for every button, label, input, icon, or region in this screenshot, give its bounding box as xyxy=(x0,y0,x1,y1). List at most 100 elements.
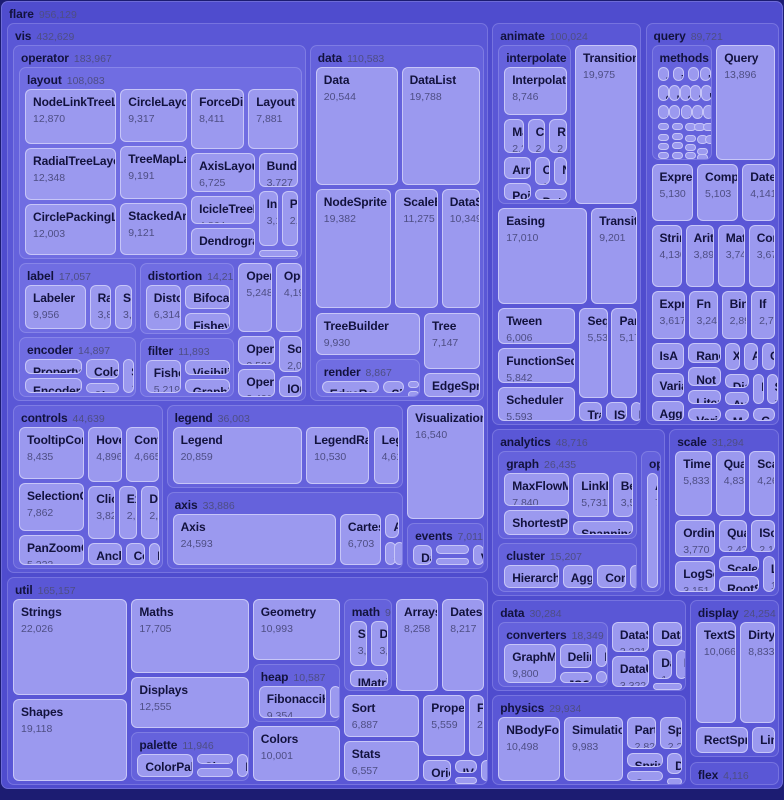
treemap-cell-colorpalette[interactable]: ColorPalette6,367 xyxy=(137,754,193,777)
treemap-cell-controllist[interactable]: ControlList 4,665 xyxy=(126,426,159,482)
treemap-group-converters[interactable]: converters 18,349 GraphMLConverter 9,800 Del… xyxy=(498,621,608,687)
treemap-cell-axis[interactable]: Axis 24,593 xyxy=(172,513,336,566)
treemap-group-legend[interactable]: legend 36,003 Legend 20,859 LegendRange 10,53… xyxy=(166,404,404,488)
treemap-cell-nodesprite[interactable]: NodeSprite 19,382 xyxy=(315,188,392,309)
treemap-cell-spring[interactable]: Spring 2,213 xyxy=(659,716,682,750)
treemap-cell-rootscale[interactable]: RootScale1,756 xyxy=(719,576,759,592)
treemap-cell-fibonacciheap[interactable]: FibonacciHeap 9,354 xyxy=(258,685,327,719)
treemap-cell-sum[interactable]: Sum791 xyxy=(766,374,778,405)
treemap-cell-shapeencoder[interactable]: ShapeEncoder1,690 xyxy=(123,358,135,393)
treemap-cell-orientation[interactable]: Orientation1,486 xyxy=(423,759,451,781)
treemap-cell-circlelayout[interactable]: CircleLayout 9,317 xyxy=(120,89,188,143)
treemap-cell-shaperenderer[interactable]: ShapeRenderer2,247 xyxy=(383,381,405,393)
treemap-group-physics[interactable]: physics 29,934 NBodyForce 10,498 Simulation 9… xyxy=(492,694,686,785)
treemap-cell-variable[interactable]: Variable1,124 xyxy=(688,408,721,421)
treemap-cell-average[interactable]: average287 xyxy=(684,143,696,151)
treemap-group-optimization[interactable]: optimization7,074AspectRatioBanker7,074 xyxy=(640,450,662,592)
treemap-cell-axes[interactable]: Axes1,302 xyxy=(385,513,400,538)
treemap-cell-encoder[interactable]: Encoder4,060 xyxy=(25,377,82,393)
treemap-group-util[interactable]: util 165,157 Strings 22,026 Shapes 19,118 Math… xyxy=(7,577,489,785)
treemap-group-layout[interactable]: layout 108,083 NodeLinkTreeLayout 12,870 Rad… xyxy=(19,67,302,260)
treemap-cell-sizepalette[interactable]: SizePalette2,291 xyxy=(196,754,234,765)
treemap-cell-numberinterpolator[interactable]: NumberInterpolator 1,382 xyxy=(554,156,567,186)
treemap-cell-range[interactable]: Range1,594 xyxy=(688,343,721,363)
treemap-cell-operatorswitch[interactable]: OperatorSwitch 2,581 xyxy=(238,336,276,365)
treemap-cell-geometry[interactable]: Geometry 10,993 xyxy=(252,599,340,660)
treemap-cell-query[interactable]: Query 13,896 xyxy=(716,45,775,161)
treemap-cell-easing[interactable]: Easing 17,010 xyxy=(498,208,588,304)
treemap-cell-tween[interactable]: Tween 6,006 xyxy=(498,307,576,345)
treemap-cell-count[interactable]: Count781 xyxy=(753,408,775,421)
treemap-cell-ischedulable[interactable]: ISchedulable1,041 xyxy=(605,401,627,421)
treemap-cell-datasource[interactable]: DataSource 3,331 xyxy=(611,621,650,653)
treemap-cell-delimitedtextconverter[interactable]: DelimitedTextConverter 4,294 xyxy=(559,643,593,669)
treemap-cell-comparison[interactable]: Comparison 5,103 xyxy=(697,164,739,222)
treemap-cell-stackedarealabeler[interactable]: StackedAreaLabeler 3,202 xyxy=(115,285,132,329)
treemap-cell-functionsequence[interactable]: FunctionSequence 5,842 xyxy=(498,348,576,384)
treemap-cell-shapepalette[interactable]: ShapePalette2,059 xyxy=(196,768,234,778)
treemap-cell-graphmlconverter[interactable]: GraphMLConverter 9,800 xyxy=(504,643,556,683)
treemap-cell-edgesprite[interactable]: EdgeSprite3,301 xyxy=(423,372,481,397)
treemap-cell-neq[interactable]: neq599 xyxy=(690,85,702,101)
treemap-cell-bifocaldistortion[interactable]: BifocalDistortion4,461 xyxy=(185,285,231,309)
treemap-cell-clickcontrol[interactable]: ClickControl 3,824 xyxy=(88,485,115,540)
treemap-cell-xor[interactable]: Xor 1,101 xyxy=(724,343,740,371)
treemap-cell-legend[interactable]: Legend 20,859 xyxy=(172,426,303,484)
treemap-group-scale[interactable]: scale 31,294TimeScale 5,833 QuantitativeSca… xyxy=(669,428,779,596)
treemap-cell-radiallabeler[interactable]: RadialLabeler 3,899 xyxy=(89,285,111,329)
treemap-group-operator[interactable]: operator 183,967 layout 108,083 NodeLinkTree… xyxy=(13,45,306,401)
treemap-cell-spanningtree[interactable]: SpanningTree3,416 xyxy=(573,520,633,535)
treemap-cell-pointinterpolator[interactable]: PointInterpolator1,675 xyxy=(504,182,531,201)
treemap-group-interpolate[interactable]: interpolate23,081 Interpolator 8,746 Matrix… xyxy=(498,45,571,205)
treemap-cell-and[interactable]: And 1,027 xyxy=(744,343,758,371)
treemap-cell-not[interactable]: Not1,554 xyxy=(688,367,721,386)
treemap-cell-timescale[interactable]: TimeScale 5,833 xyxy=(675,450,712,516)
treemap-cell-arrowtype[interactable]: ArrowType698 xyxy=(408,381,419,389)
treemap-cell-datautil[interactable]: DataUtil 3,322 xyxy=(611,656,650,687)
treemap-cell-data[interactable]: Data 20,544 xyxy=(315,67,398,185)
treemap-cell-iforce[interactable]: IForce319 xyxy=(667,777,682,784)
treemap-cell-hovercontrol[interactable]: HoverControl 4,896 xyxy=(88,426,123,482)
treemap-cell-agglomerativecluster[interactable]: AgglomerativeCluster3,938 xyxy=(562,564,594,588)
treemap-cell-strings[interactable]: Strings 22,026 xyxy=(13,599,128,695)
treemap-group-filter[interactable]: filter11,893FisheyeTreeFilter5,219Visibi… xyxy=(139,338,235,397)
treemap-cell-rectangleinterpolator[interactable]: RectangleInterpolator 2,042 xyxy=(549,119,567,153)
treemap-cell-sum[interactable]: sum280 xyxy=(704,134,712,144)
treemap-cell-radialtreelayout[interactable]: RadialTreeLayout 12,348 xyxy=(25,147,117,201)
treemap-cell-range[interactable]: range772 xyxy=(657,67,669,81)
treemap-cell-pielayout[interactable]: PieLayout 2,728 xyxy=(281,190,298,247)
treemap-cell-ivalueproxy[interactable]: IValueProxy874 xyxy=(454,759,478,774)
treemap-group-animate[interactable]: animate100,024interpolate23,081Interpola… xyxy=(492,23,642,425)
treemap-cell-average[interactable]: Average891 xyxy=(724,391,750,405)
treemap-cell-visibilityfilter[interactable]: VisibilityFilter3,509 xyxy=(184,360,231,376)
treemap-cell-scheduler[interactable]: Scheduler 5,593 xyxy=(498,387,576,421)
treemap-cell-converters[interactable]: Converters721 xyxy=(596,671,607,683)
treemap-group-analytics[interactable]: analytics 48,716 graph 26,435 MaxFlowMinCut 7… xyxy=(492,428,666,596)
treemap-cell-gravityforce[interactable]: GravityForce1,336 xyxy=(626,770,664,781)
treemap-cell-aspectratiobanker[interactable]: AspectRatioBanker7,074 xyxy=(646,472,658,588)
treemap-group-display[interactable]: display24,254TextSprite10,066DirtySprite… xyxy=(689,599,779,758)
treemap-cell-literal[interactable]: Literal1,214 xyxy=(688,390,721,404)
treemap-cell-simulation[interactable]: Simulation 9,983 xyxy=(563,716,623,781)
treemap-cell-isa[interactable]: IsA 2,039 xyxy=(651,343,685,370)
treemap-cell-interpolator[interactable]: Interpolator 8,746 xyxy=(504,67,567,116)
treemap-cell-anchorcontrol[interactable]: AnchorControl2,138 xyxy=(88,543,122,566)
treemap-group-methods[interactable]: methods14,326range772iff748gte625lte619 g… xyxy=(651,45,713,161)
treemap-cell-and[interactable]: and330 xyxy=(672,132,684,140)
treemap-cell-isa[interactable]: isa461 xyxy=(703,104,712,120)
treemap-group-palette[interactable]: palette11,946ColorPalette6,367SizePalett… xyxy=(131,732,249,781)
treemap-cell-iscalemap[interactable]: IScaleMap 2,105 xyxy=(751,519,775,553)
treemap-cell-eq[interactable]: eq594 xyxy=(669,104,680,120)
treemap-cell-tree[interactable]: Tree 7,147 xyxy=(423,312,481,369)
treemap-cell-imatrix[interactable]: IMatrix2,815 xyxy=(349,669,388,687)
treemap-cell-select[interactable]: select296 xyxy=(703,123,712,131)
treemap-group-flex[interactable]: flex 4,116 xyxy=(689,761,779,785)
treemap-cell-objectinterpolator[interactable]: ObjectInterpolator 1,629 xyxy=(534,156,551,186)
treemap-cell-gte[interactable]: gte625 xyxy=(687,67,699,81)
treemap-cell-dataevent[interactable]: DataEvent2,313 xyxy=(413,545,433,566)
treemap-cell-transition[interactable]: Transition 9,201 xyxy=(591,208,638,304)
treemap-cell-add[interactable]: add593 xyxy=(680,104,692,120)
treemap-cell-sizeencoder[interactable]: SizeEncoder1,830 xyxy=(86,382,120,393)
treemap-cell-cartesianaxes[interactable]: CartesianAxes 6,703 xyxy=(339,513,382,566)
treemap-cell-ipredicate[interactable]: IPredicate383 xyxy=(454,777,478,784)
